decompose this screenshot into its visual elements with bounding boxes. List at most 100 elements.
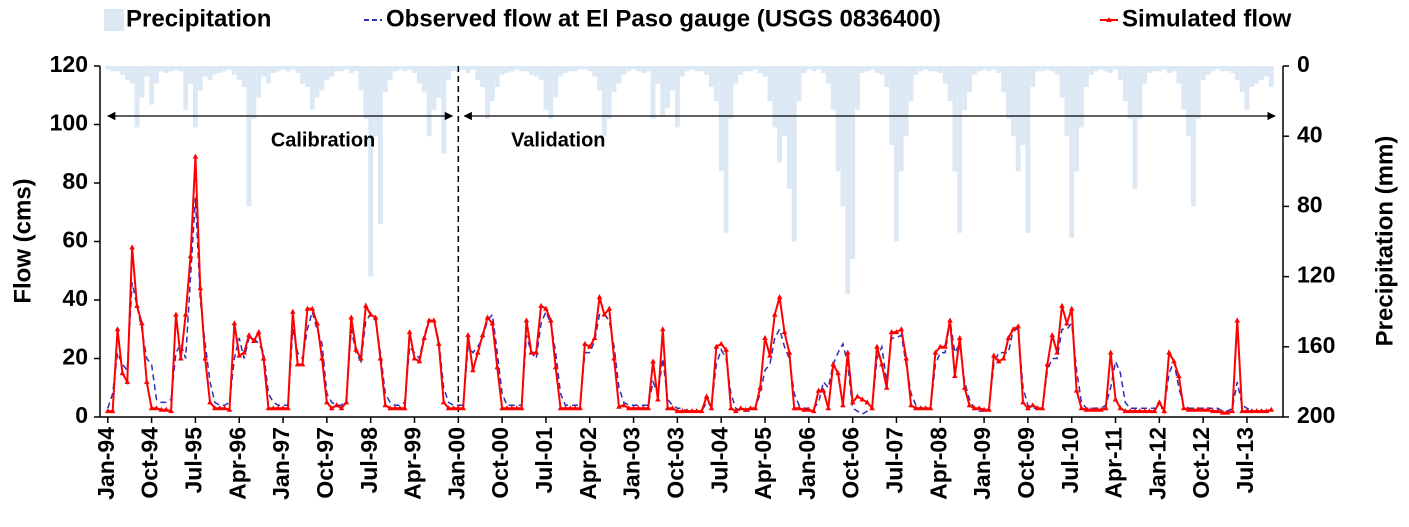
precip-bar — [524, 66, 529, 72]
simulated-marker — [533, 349, 540, 355]
precip-bar — [1088, 66, 1094, 75]
precip-bar — [665, 66, 671, 109]
simulated-marker — [518, 405, 525, 411]
simulated-marker — [168, 408, 174, 414]
x-tick-label: Jul-13 — [1232, 427, 1258, 493]
precip-bar — [869, 66, 875, 70]
precip-bar — [236, 66, 242, 81]
precip-bar — [567, 66, 573, 72]
precip-bar — [348, 66, 354, 74]
precip-bar — [855, 66, 860, 110]
simulated-marker — [840, 402, 846, 408]
simulated-marker — [474, 349, 481, 355]
simulated-marker — [1166, 349, 1172, 355]
simulated-marker — [494, 364, 501, 370]
simulated-marker — [392, 405, 398, 411]
simulated-marker — [231, 320, 238, 326]
precip-bar — [543, 66, 549, 110]
precip-bar — [470, 66, 476, 70]
precip-bar — [898, 66, 904, 172]
precip-bar — [981, 66, 987, 70]
precip-bar — [358, 66, 364, 91]
simulated-marker — [528, 349, 535, 355]
precip-bar — [850, 66, 856, 260]
precip-bar — [1190, 66, 1196, 207]
simulated-marker — [343, 399, 350, 405]
y2-tick-label: 200 — [1297, 402, 1335, 428]
simulated-marker — [903, 355, 909, 361]
simulated-marker — [606, 305, 613, 311]
precip-bar — [825, 66, 831, 84]
precip-bar — [592, 66, 598, 77]
simulated-marker — [401, 405, 408, 411]
precip-bar — [441, 66, 447, 154]
simulated-marker — [119, 370, 126, 376]
simulated-marker — [440, 399, 447, 405]
precip-bar — [1025, 66, 1031, 233]
precip-bar — [285, 66, 291, 72]
simulated-marker — [251, 337, 257, 343]
simulated-marker — [806, 406, 812, 412]
simulated-marker — [771, 311, 778, 317]
precip-bar — [124, 66, 130, 81]
simulated-marker — [966, 402, 973, 408]
simulated-marker — [289, 308, 296, 314]
precip-bar — [713, 66, 719, 102]
simulated-marker — [328, 405, 335, 411]
precip-bar — [723, 66, 729, 233]
simulated-marker — [986, 406, 992, 412]
precip-bar — [246, 66, 252, 207]
precip-bar — [1035, 66, 1041, 72]
simulated-marker — [616, 403, 622, 409]
simulated-marker — [815, 387, 822, 393]
simulated-marker — [299, 361, 306, 367]
simulated-marker — [538, 302, 544, 308]
simulated-marker — [1054, 349, 1060, 355]
precip-bar — [119, 66, 125, 75]
simulated-marker — [143, 378, 150, 384]
simulated-marker — [134, 302, 140, 308]
simulated-marker — [854, 393, 861, 399]
precip-bar — [631, 66, 637, 70]
precip-bar — [446, 66, 452, 81]
precip-bar — [426, 66, 432, 137]
annotation: Validation — [511, 129, 605, 151]
precip-bar — [1195, 66, 1201, 119]
precip-bar — [640, 66, 646, 74]
simulated-marker — [1141, 408, 1148, 414]
x-tick-label: Jul-10 — [1057, 427, 1083, 493]
precip-bar — [1249, 66, 1255, 88]
simulated-marker — [1224, 409, 1231, 415]
precip-bar — [431, 66, 437, 110]
y2-tick-label: 40 — [1297, 121, 1323, 147]
precip-bar — [251, 66, 257, 119]
precip-bar — [290, 66, 296, 70]
simulated-marker — [270, 405, 277, 411]
precip-bar — [908, 66, 914, 102]
precip-bar — [1079, 66, 1084, 128]
precip-bar — [1244, 66, 1250, 110]
precip-bar — [280, 66, 286, 70]
simulated-marker — [324, 399, 330, 405]
precip-bar — [786, 66, 792, 189]
simulated-marker — [1190, 406, 1197, 412]
precip-bar — [611, 66, 617, 93]
simulated-marker — [621, 402, 627, 408]
precip-bar — [777, 66, 783, 163]
precip-bar — [1122, 66, 1128, 102]
simulated-marker — [406, 329, 413, 335]
precip-bar — [368, 66, 374, 277]
simulated-marker — [158, 406, 165, 412]
precip-bar — [1171, 66, 1177, 72]
y-tick-label: 100 — [50, 110, 88, 136]
simulated-marker — [246, 332, 252, 338]
simulated-marker — [611, 355, 617, 361]
y-tick-label: 0 — [75, 402, 88, 428]
precip-bar — [202, 66, 208, 77]
x-tick-label: Oct-12 — [1188, 427, 1214, 499]
precip-bar — [840, 66, 846, 207]
x-tick-label: Jul-01 — [531, 427, 557, 494]
precip-bar — [241, 66, 247, 88]
simulated-marker — [1161, 408, 1168, 414]
